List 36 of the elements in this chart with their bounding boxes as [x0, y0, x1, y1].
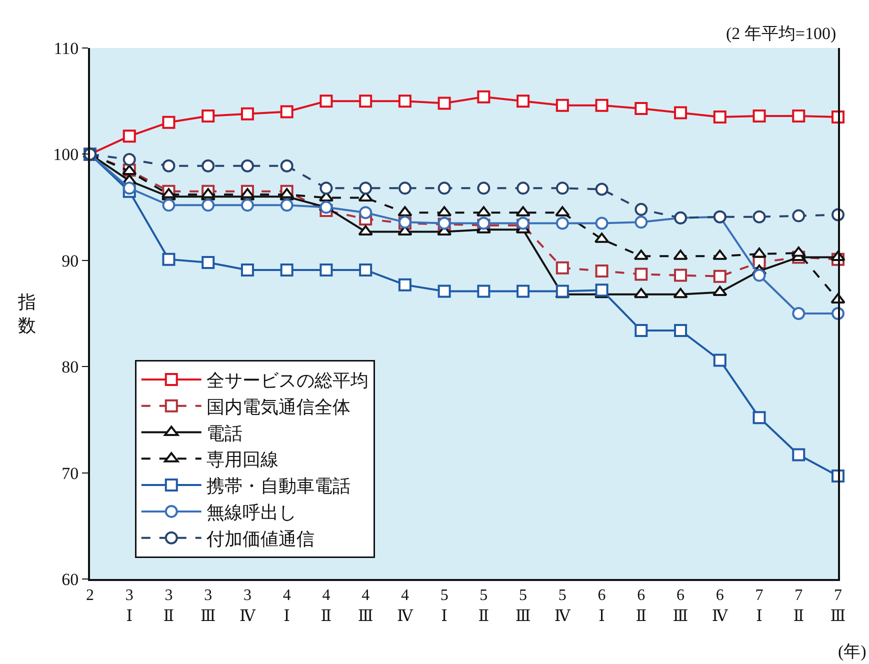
x-tick-label: 3 Ⅰ — [125, 587, 134, 625]
x-tick-label: 3 Ⅳ — [239, 587, 256, 625]
legend-label: 全サービスの総平均 — [206, 370, 368, 390]
x-tick-label: 5 Ⅳ — [554, 587, 572, 625]
legend-label: 無線呼出し — [206, 502, 296, 522]
y-tick-label: 90 — [62, 251, 79, 270]
x-tick-label: 4 Ⅰ — [282, 587, 291, 625]
x-tick-label: 6 Ⅱ — [636, 587, 647, 625]
y-tick-label: 100 — [53, 145, 79, 164]
legend-label: 電話 — [206, 423, 242, 444]
y-tick-label: 70 — [62, 464, 79, 483]
legend-label: 付加価値通信 — [205, 528, 314, 549]
legend-label: 専用回線 — [206, 450, 278, 470]
x-tick-label: 5 Ⅰ — [440, 587, 448, 625]
y-tick-label: 60 — [62, 570, 79, 589]
x-tick-label: 4 Ⅲ — [358, 587, 374, 625]
x-tick-label: 4 Ⅳ — [396, 587, 414, 625]
x-tick-label: 3 Ⅱ — [163, 587, 174, 625]
x-tick-label: 4 Ⅱ — [320, 587, 332, 625]
x-tick-label: 5 Ⅲ — [515, 587, 531, 625]
y-axis-title: 指数 — [17, 292, 36, 336]
y-tick-label: 110 — [54, 38, 79, 58]
text: (2 年平均=100) — [726, 24, 836, 43]
x-tick-label: 7 Ⅰ — [755, 587, 764, 625]
x-tick-label: 6 Ⅰ — [598, 587, 606, 625]
legend-label: 携帯・自動車電話 — [206, 476, 350, 496]
x-axis-title: (年) — [838, 642, 866, 661]
x-tick-label: 5 Ⅱ — [478, 587, 490, 625]
x-tick-label: 7 Ⅱ — [793, 587, 804, 625]
x-tick-label: 6 Ⅲ — [672, 587, 688, 625]
y-tick-label: 80 — [62, 358, 79, 377]
x-tick-label: 7 Ⅲ — [830, 587, 846, 625]
legend-label: 国内電気通信全体 — [206, 396, 350, 417]
x-tick-label: 6 Ⅳ — [712, 587, 729, 625]
x-tick-label: 3 Ⅲ — [200, 587, 216, 625]
x-tick-label: 2 — [86, 587, 94, 604]
